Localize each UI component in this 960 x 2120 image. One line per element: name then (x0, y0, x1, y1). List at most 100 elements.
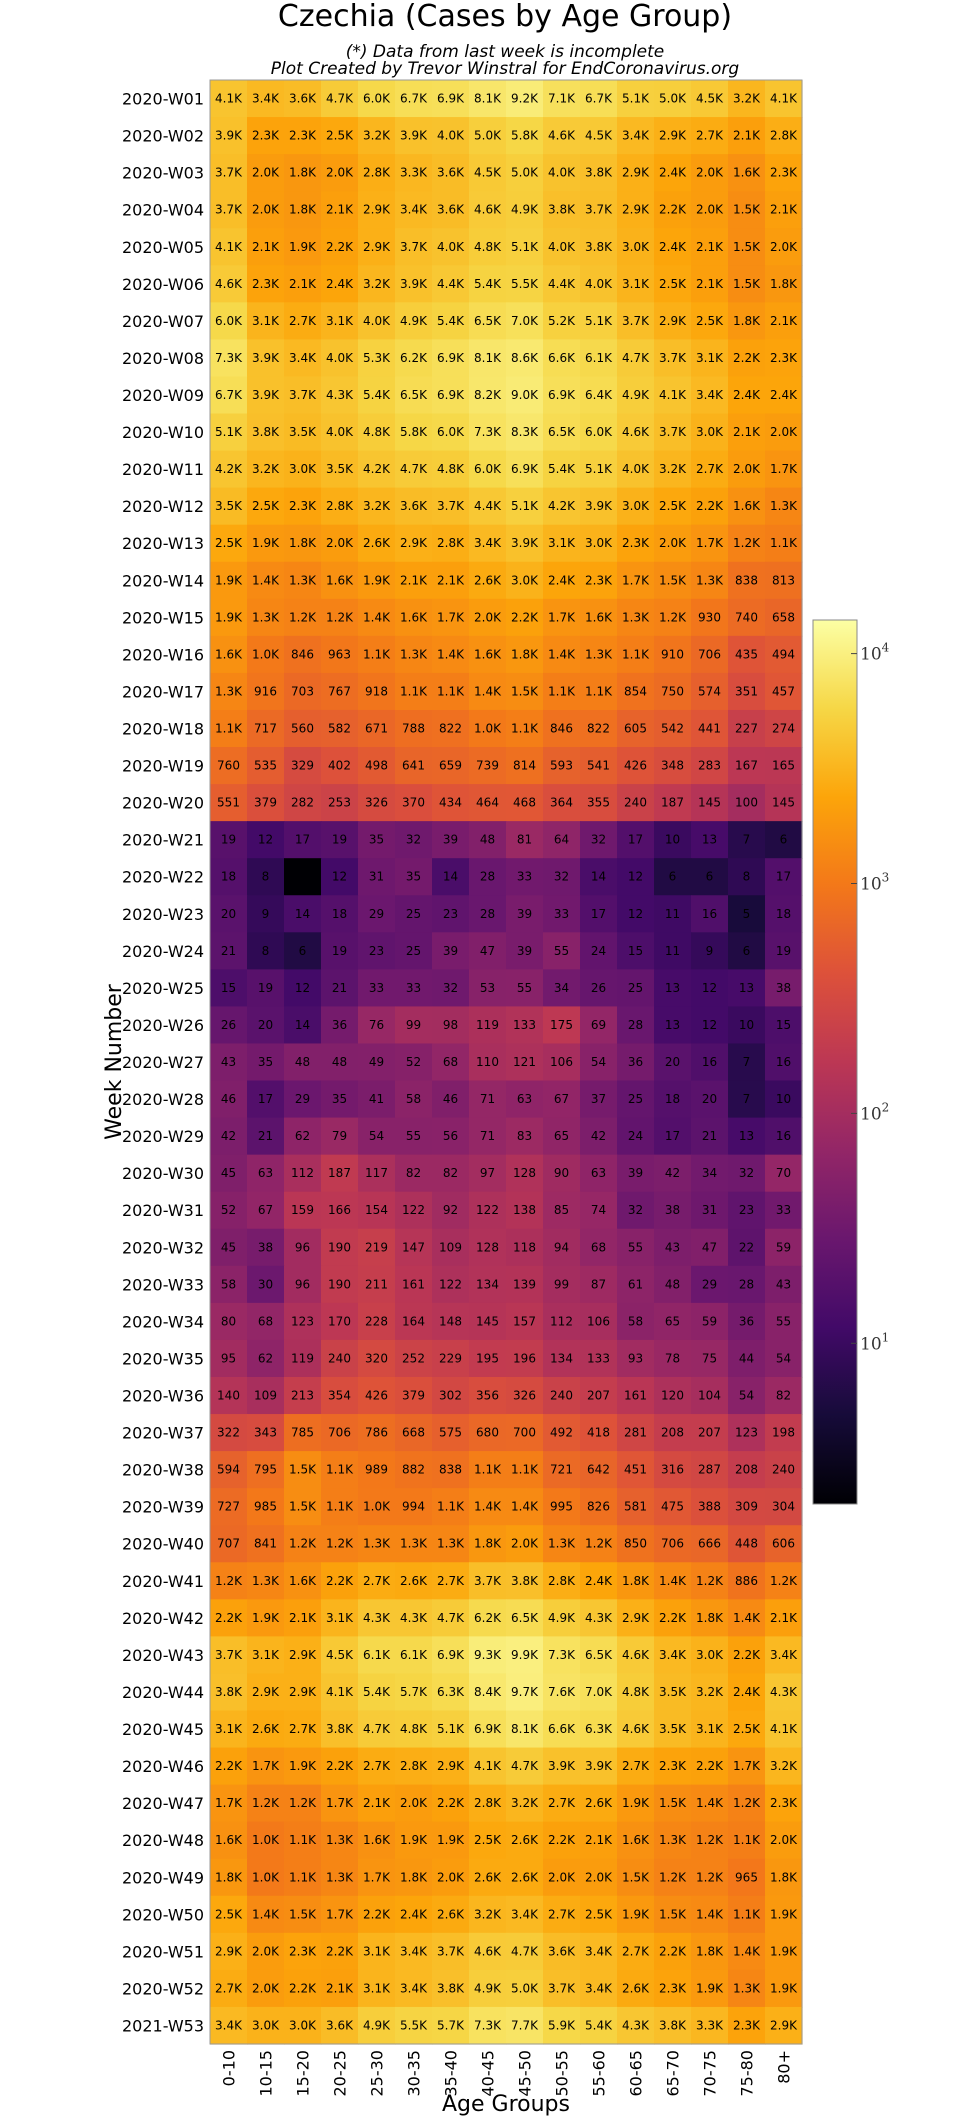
heatmap-cell (543, 969, 581, 1008)
heatmap-cell (617, 1265, 655, 1304)
heatmap-cell (321, 635, 359, 674)
cell-value-label: 190 (328, 1240, 351, 1254)
cell-value-label: 2.9K (659, 129, 687, 143)
heatmap-cell (358, 1006, 396, 1045)
heatmap-cell (617, 1488, 655, 1526)
cell-value-label: 1.8K (474, 1537, 502, 1551)
cell-value-label: 4.0K (437, 129, 465, 143)
cell-value-label: 1.5K (659, 1907, 687, 1921)
cell-value-label: 498 (365, 759, 388, 773)
heatmap-cell (765, 895, 803, 933)
cell-value-label: 46 (221, 1092, 236, 1106)
cell-value-label: 1.1K (548, 684, 576, 698)
heatmap-cell (728, 376, 766, 415)
cell-value-label: 814 (513, 759, 536, 773)
heatmap-cell (580, 895, 618, 933)
heatmap-cell (506, 932, 544, 970)
heatmap-cell (543, 1339, 581, 1378)
cell-value-label: 79 (332, 1129, 347, 1143)
heatmap-cell (247, 1488, 285, 1526)
cell-value-label: 6.7K (400, 92, 428, 106)
cell-value-label: 700 (513, 1426, 536, 1440)
cell-value-label: 13 (739, 981, 754, 995)
cell-value-label: 4.2K (548, 499, 576, 513)
cell-value-label: 35 (258, 1055, 273, 1069)
heatmap-cell (210, 376, 248, 415)
cell-value-label: 426 (624, 759, 647, 773)
cell-value-label: 3.2K (696, 1685, 724, 1699)
heatmap-cell (654, 1191, 692, 1230)
cell-value-label: 2.7K (363, 1759, 391, 1773)
cell-value-label: 1.9K (252, 1611, 280, 1625)
heatmap-cell (765, 1895, 803, 1934)
heatmap-cell (543, 1154, 581, 1193)
cell-value-label: 2.1K (733, 425, 761, 439)
cell-value-label: 2.2K (511, 610, 539, 624)
cell-value-label: 3.5K (215, 499, 243, 513)
cell-value-label: 822 (587, 721, 610, 735)
heatmap-cell (432, 524, 470, 563)
heatmap-cell (728, 1895, 766, 1934)
heatmap-cell (284, 524, 322, 563)
cell-value-label: 18 (221, 870, 236, 884)
heatmap-cell (506, 821, 544, 859)
heatmap-cell (321, 1932, 359, 1971)
cell-value-label: 1.2K (326, 610, 354, 624)
heatmap-cell (395, 1525, 433, 1563)
heatmap-cell (395, 1969, 433, 2008)
cell-value-label: 2.7K (289, 314, 317, 328)
heatmap-cell (580, 117, 618, 155)
cell-value-label: 5.1K (585, 462, 613, 476)
cell-value-label: 582 (328, 721, 351, 735)
heatmap-cell (765, 821, 803, 859)
heatmap-cell (247, 1858, 285, 1897)
heatmap-cell (506, 1339, 544, 1378)
heatmap-cell (210, 302, 248, 340)
cell-value-label: 6.9K (511, 462, 539, 476)
cell-value-label: 1.6K (400, 610, 428, 624)
heatmap-cell (728, 413, 766, 452)
heatmap-cell (691, 191, 729, 229)
cell-value-label: 81 (517, 833, 532, 847)
heatmap-cell (765, 1562, 803, 1600)
cell-value-label: 1.2K (215, 1574, 243, 1588)
cell-value-label: 2.9K (659, 314, 687, 328)
heatmap-cell (654, 1228, 692, 1267)
heatmap-cell (247, 154, 285, 192)
heatmap-cell (506, 1821, 544, 1860)
cell-value-label: 164 (402, 1314, 425, 1328)
heatmap-cell (654, 858, 692, 896)
cell-value-label: 123 (291, 1314, 314, 1328)
cell-value-label: 9 (262, 907, 270, 921)
heatmap-cell (506, 672, 544, 711)
heatmap-cell (321, 228, 359, 266)
cell-value-label: 2.3K (585, 573, 613, 587)
heatmap-cell (728, 1043, 766, 1082)
heatmap-cell (765, 1265, 803, 1304)
cell-value-label: 1.8K (733, 314, 761, 328)
heatmap-cell (543, 1043, 581, 1082)
heatmap-cell (506, 1932, 544, 1971)
heatmap-cell (358, 1710, 396, 1749)
cell-value-label: 3.1K (363, 1944, 391, 1958)
heatmap-cell (691, 1451, 729, 1489)
cell-value-label: 21 (702, 1129, 717, 1143)
cell-value-label: 3.9K (400, 277, 428, 291)
cell-value-label: 2.7K (548, 1796, 576, 1810)
heatmap-cell (284, 1191, 322, 1230)
heatmap-cell (358, 1228, 396, 1267)
heatmap-cell (210, 487, 248, 526)
heatmap-cell (543, 1969, 581, 2008)
cell-value-label: 4.7K (622, 351, 650, 365)
cell-value-label: 30 (258, 1277, 273, 1291)
heatmap-cell (395, 228, 433, 266)
heatmap-cell (617, 1117, 655, 1156)
cell-value-label: 6.0K (474, 462, 502, 476)
heatmap-cell (617, 895, 655, 933)
heatmap-cell (506, 339, 544, 378)
cell-value-label: 4.6K (622, 1648, 650, 1662)
heatmap-cell (469, 1599, 507, 1637)
heatmap-cell (765, 1673, 803, 1712)
cell-value-label: 1.4K (474, 684, 502, 698)
